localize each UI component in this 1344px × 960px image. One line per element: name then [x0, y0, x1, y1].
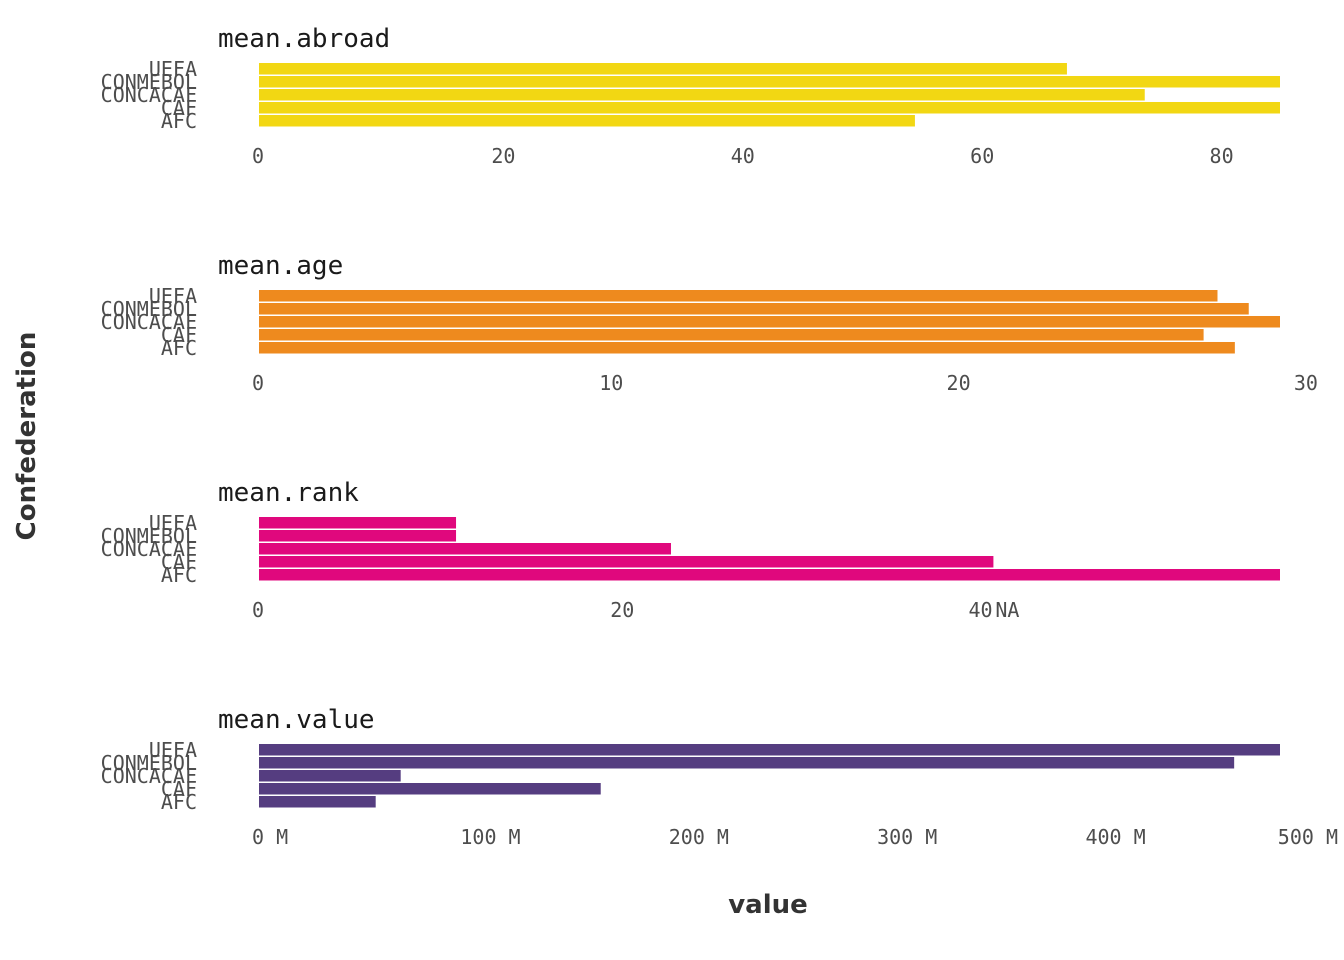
- x-tick-label: 0: [252, 598, 264, 622]
- x-tick-label: 300 M: [877, 825, 937, 849]
- bar-concacaf: [259, 543, 671, 555]
- x-tick-label: 500 M: [1278, 825, 1338, 849]
- bar-afc: [259, 796, 376, 808]
- category-label-conmebol: CONMEBOL: [101, 70, 197, 94]
- bar-caf: [259, 556, 994, 568]
- category-label-caf: CAF: [161, 777, 197, 801]
- category-label-uefa: UEFA: [149, 57, 197, 81]
- bar-concacaf: [259, 316, 1280, 328]
- bar-uefa: [259, 517, 457, 529]
- bar-uefa: [259, 63, 1067, 75]
- bar-afc: [259, 569, 1280, 581]
- category-label-uefa: UEFA: [149, 738, 197, 762]
- category-label-conmebol: CONMEBOL: [101, 297, 197, 321]
- x-tick-label: 20: [610, 598, 634, 622]
- category-label-caf: CAF: [161, 323, 197, 347]
- bar-caf: [259, 783, 601, 795]
- x-tick-label: 10: [599, 371, 623, 395]
- panel-title: mean.rank: [218, 478, 359, 508]
- category-label-uefa: UEFA: [149, 284, 197, 308]
- x-tick-label: 0: [252, 371, 264, 395]
- panel-title: mean.abroad: [218, 24, 390, 54]
- bar-conmebol: [259, 303, 1249, 315]
- x-tick-label: 40: [731, 144, 755, 168]
- bar-afc: [259, 342, 1235, 354]
- category-label-afc: AFC: [161, 109, 197, 133]
- bar-caf: [259, 102, 1280, 114]
- x-tick-label: 60: [970, 144, 994, 168]
- category-label-conmebol: CONMEBOL: [101, 524, 197, 548]
- bar-conmebol: [259, 76, 1280, 88]
- bar-uefa: [259, 744, 1280, 756]
- x-tick-label: 80: [1210, 144, 1234, 168]
- x-tick-label: 20: [947, 371, 971, 395]
- category-label-afc: AFC: [161, 790, 197, 814]
- x-tick-label: 0 M: [252, 825, 288, 849]
- category-label-caf: CAF: [161, 550, 197, 574]
- panel-title: mean.age: [218, 251, 343, 281]
- bar-conmebol: [259, 530, 457, 542]
- category-label-afc: AFC: [161, 336, 197, 360]
- bar-afc: [259, 115, 915, 127]
- bar-conmebol: [259, 757, 1235, 769]
- x-axis-title: value: [728, 890, 808, 920]
- x-tick-label: NA: [995, 598, 1019, 622]
- category-label-concacaf: CONCACAF: [101, 83, 197, 107]
- category-label-uefa: UEFA: [149, 511, 197, 535]
- category-label-caf: CAF: [161, 96, 197, 120]
- x-tick-label: 200 M: [669, 825, 729, 849]
- category-label-concacaf: CONCACAF: [101, 537, 197, 561]
- x-tick-label: 40: [968, 598, 992, 622]
- y-axis-title: Confederation: [12, 332, 42, 541]
- bar-concacaf: [259, 89, 1145, 101]
- bar-uefa: [259, 290, 1218, 302]
- category-label-conmebol: CONMEBOL: [101, 751, 197, 775]
- x-tick-label: 400 M: [1085, 825, 1145, 849]
- category-label-afc: AFC: [161, 563, 197, 587]
- bar-caf: [259, 329, 1204, 341]
- panel-title: mean.value: [218, 705, 375, 735]
- category-label-concacaf: CONCACAF: [101, 310, 197, 334]
- x-tick-label: 0: [252, 144, 264, 168]
- x-tick-label: 100 M: [460, 825, 520, 849]
- x-tick-label: 30: [1294, 371, 1318, 395]
- bar-concacaf: [259, 770, 401, 782]
- x-tick-label: 20: [491, 144, 515, 168]
- category-label-concacaf: CONCACAF: [101, 764, 197, 788]
